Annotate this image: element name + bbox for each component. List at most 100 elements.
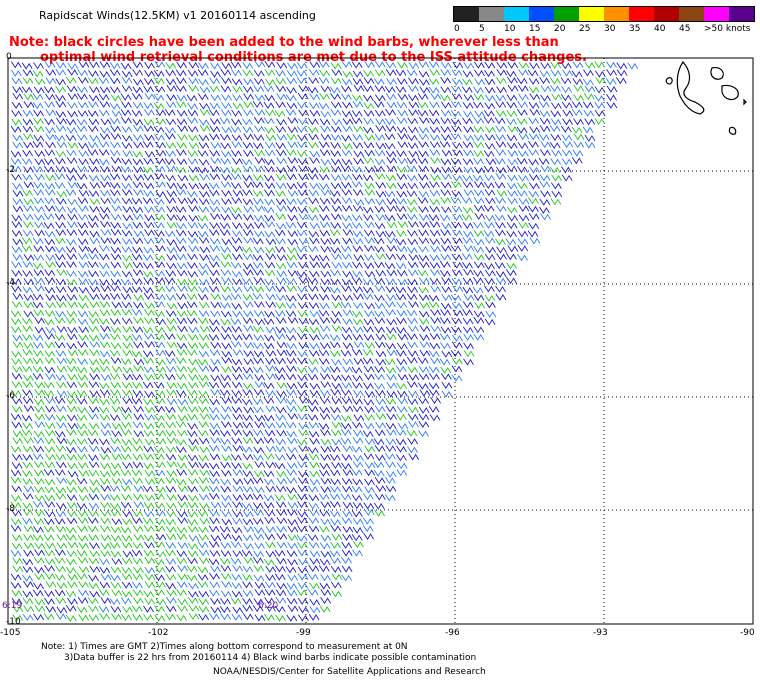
wind-barb: [10, 518, 22, 526]
wind-barb: [285, 421, 297, 429]
wind-barb: [76, 125, 88, 133]
wind-barb: [243, 285, 255, 293]
wind-barb: [494, 214, 506, 222]
wind-barb: [363, 69, 375, 78]
wind-barb: [165, 549, 176, 557]
wind-barb: [396, 413, 407, 421]
wind-barb: [77, 445, 88, 453]
wind-barb: [44, 188, 56, 196]
wind-barb: [265, 461, 277, 469]
wind-barb: [188, 214, 200, 222]
wind-barb: [208, 492, 220, 500]
legend-label: 10: [504, 24, 516, 34]
wind-barb: [408, 373, 420, 381]
wind-barb: [109, 349, 121, 357]
wind-barb: [450, 158, 462, 166]
wind-barb: [11, 173, 22, 181]
wind-barb: [166, 589, 177, 597]
wind-barb: [54, 517, 66, 525]
wind-barb: [363, 325, 374, 333]
wind-barb: [341, 541, 353, 549]
wind-barb: [230, 166, 242, 174]
wind-barb: [120, 109, 132, 117]
wind-barb: [254, 414, 266, 422]
wind-barb: [154, 213, 166, 221]
wind-barb: [484, 142, 496, 150]
wind-barb: [43, 165, 55, 173]
wind-barb: [55, 414, 67, 422]
wind-barb: [364, 486, 376, 494]
wind-barb: [210, 501, 222, 509]
wind-barb: [78, 494, 90, 502]
wind-barb: [265, 550, 277, 558]
wind-barb: [287, 156, 299, 164]
wind-barb: [297, 302, 309, 310]
wind-barb: [538, 133, 550, 141]
wind-barb: [56, 365, 68, 373]
wind-barb: [385, 444, 397, 453]
wind-barb: [253, 342, 264, 350]
wind-barb: [296, 534, 308, 542]
galapagos-coastline: [665, 61, 747, 135]
wind-barb: [396, 301, 408, 309]
wind-barb: [440, 181, 452, 189]
wind-barb: [242, 198, 254, 206]
wind-barb: [263, 85, 275, 93]
wind-barb: [395, 69, 407, 77]
wind-barb: [417, 157, 429, 165]
wind-barb: [408, 406, 419, 414]
wind-barb: [253, 276, 265, 284]
wind-barb: [285, 148, 297, 156]
wind-barb: [44, 350, 56, 358]
wind-barb: [330, 541, 341, 549]
wind-barb: [296, 221, 308, 229]
wind-barb: [320, 596, 331, 605]
wind-barb: [175, 446, 187, 454]
wind-barb: [232, 85, 243, 93]
wind-barb: [242, 414, 254, 422]
wind-barb: [87, 141, 99, 149]
wind-barb: [12, 198, 24, 206]
wind-barb: [396, 229, 407, 238]
wind-barb: [463, 134, 475, 142]
wind-barb: [232, 189, 244, 197]
wind-barb: [176, 588, 187, 597]
wind-barb: [560, 166, 572, 174]
wind-barb: [67, 285, 79, 293]
wind-barb: [318, 332, 330, 341]
wind-barb: [440, 76, 451, 84]
wind-barb: [232, 477, 244, 486]
wind-barb: [122, 461, 133, 470]
wind-barb: [363, 493, 374, 501]
wind-barb: [275, 85, 287, 93]
wind-barb: [451, 181, 462, 189]
wind-barb: [220, 246, 231, 254]
wind-barb: [120, 93, 132, 101]
wind-barb: [263, 101, 275, 110]
wind-barb: [110, 94, 122, 102]
wind-barb: [133, 166, 144, 174]
wind-barb: [307, 277, 319, 285]
wind-barb: [56, 477, 67, 485]
wind-barb: [199, 469, 211, 477]
wind-barb: [154, 85, 166, 93]
wind-barb: [55, 310, 66, 318]
wind-barb: [307, 126, 319, 134]
wind-barb: [144, 390, 156, 398]
wind-barb: [100, 573, 112, 581]
wind-barb: [109, 173, 121, 181]
wind-barb: [484, 86, 496, 94]
wind-barb: [155, 149, 167, 157]
wind-barb: [263, 613, 275, 621]
wind-barb: [109, 292, 121, 301]
wind-barb: [54, 589, 66, 597]
wind-barb: [341, 453, 353, 461]
wind-barb: [384, 230, 396, 238]
wind-barb: [143, 102, 155, 110]
wind-barb: [142, 262, 154, 270]
wind-barb: [352, 100, 364, 108]
wind-barb: [462, 141, 474, 149]
wind-barb: [429, 229, 441, 237]
wind-barb: [374, 69, 386, 77]
wind-barb: [341, 549, 353, 557]
